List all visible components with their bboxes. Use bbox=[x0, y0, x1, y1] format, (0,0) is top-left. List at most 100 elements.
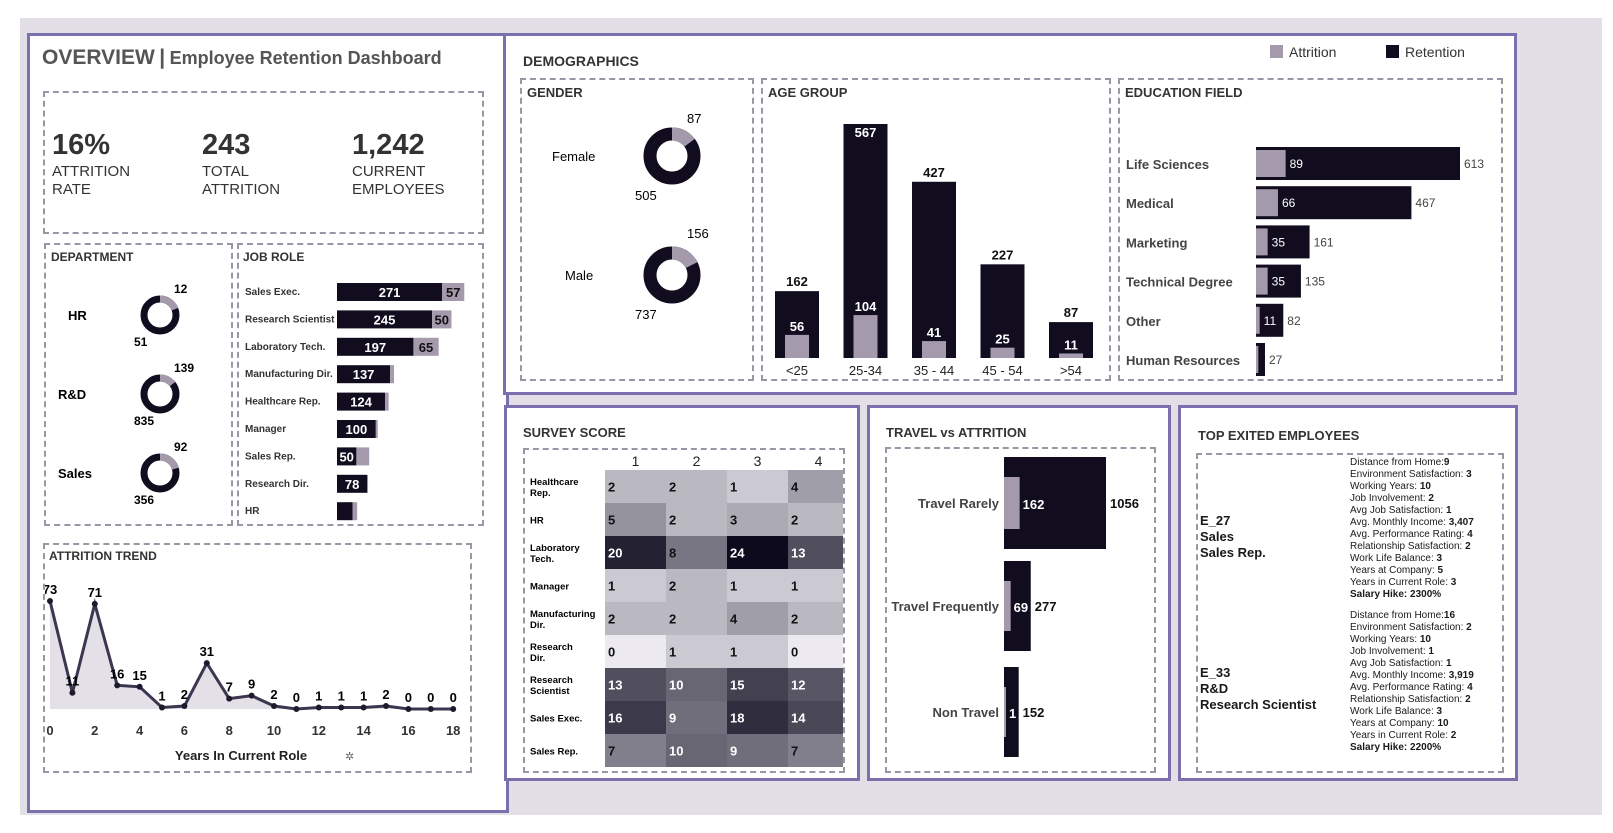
education-attrition-value: 89 bbox=[1290, 157, 1304, 171]
age-attrition-bar bbox=[1059, 353, 1083, 358]
employee-detail-row: Avg Job Satisfaction: 1 bbox=[1350, 505, 1520, 517]
education-retention-value: 613 bbox=[1464, 157, 1484, 171]
job-role-attrition-bar bbox=[390, 365, 395, 384]
survey-column-label: 1 bbox=[632, 453, 640, 469]
trend-point bbox=[293, 706, 300, 712]
attrition-rate-label: ATTRITION RATE bbox=[52, 163, 131, 198]
education-attrition-value: 66 bbox=[1282, 196, 1296, 210]
gender-title: GENDER bbox=[527, 85, 583, 100]
legend-attrition: Attrition bbox=[1270, 44, 1336, 60]
survey-cell-value: 2 bbox=[791, 612, 798, 627]
trend-x-tick: 0 bbox=[46, 723, 53, 738]
detail-value: 3 bbox=[1436, 706, 1443, 717]
survey-cell bbox=[605, 470, 666, 503]
age-category-label: >54 bbox=[1060, 363, 1082, 378]
survey-row-label: Manager bbox=[530, 582, 569, 593]
job-role-attrition-bar bbox=[413, 337, 439, 356]
survey-cell-value: 1 bbox=[730, 579, 737, 594]
survey-row-label: Sales Exec. bbox=[530, 714, 582, 725]
survey-column-label: 2 bbox=[693, 453, 701, 469]
job-role-retention-bar bbox=[337, 420, 376, 438]
trend-value-label: 2 bbox=[382, 687, 389, 702]
education-field-title: EDUCATION FIELD bbox=[1125, 85, 1243, 100]
job-role-retention-bar bbox=[337, 502, 353, 521]
survey-row-label: HR bbox=[530, 516, 544, 527]
pin-icon: ✲ bbox=[345, 751, 354, 763]
job-role-attrition-value: 50 bbox=[435, 312, 449, 327]
detail-value: 2 bbox=[1466, 622, 1472, 633]
age-retention-value: 427 bbox=[923, 165, 945, 180]
education-retention-value: 467 bbox=[1415, 196, 1435, 210]
trend-x-axis-title: Years In Current Role bbox=[175, 748, 307, 763]
job-role-label: Manager bbox=[245, 424, 286, 435]
detail-value: 10 bbox=[1437, 718, 1449, 729]
trend-point bbox=[271, 703, 277, 710]
age-retention-bar bbox=[980, 264, 1025, 358]
survey-cell bbox=[788, 503, 843, 536]
job-role-label: Sales Rep. bbox=[245, 451, 296, 462]
gender-chart: Female 87 505 Male 156 737 bbox=[552, 111, 709, 322]
current-employees-value: 1,242 bbox=[352, 129, 425, 161]
travel-title: TRAVEL vs ATTRITION bbox=[886, 425, 1027, 440]
gender-attrition-label: 87 bbox=[687, 111, 701, 126]
survey-cell-value: 2 bbox=[669, 480, 676, 495]
travel-retention-bar bbox=[1004, 667, 1019, 757]
detail-label: Years in Current Role: bbox=[1350, 730, 1451, 741]
job-role-attrition-bar bbox=[367, 474, 369, 493]
trend-point bbox=[91, 600, 98, 607]
detail-label: Working Years: bbox=[1350, 481, 1420, 492]
employee-detail-row: Relationship Satisfaction: 2 bbox=[1350, 541, 1520, 553]
education-attrition-bar bbox=[1256, 267, 1268, 295]
trend-x-tick: 18 bbox=[446, 723, 460, 738]
trend-point bbox=[248, 692, 255, 699]
attrition-rate-value: 16% bbox=[52, 129, 111, 161]
survey-row-label: Manufacturing bbox=[530, 609, 596, 620]
detail-value: 4 bbox=[1467, 682, 1473, 693]
survey-cell-value: 3 bbox=[730, 513, 737, 528]
trend-point bbox=[136, 683, 143, 690]
age-group-chart: 162 56 <25 567 104 25-34 427 41 35 - 44 227 25 45 -… bbox=[775, 124, 1093, 378]
education-retention-value: 82 bbox=[1287, 314, 1301, 328]
detail-label: Relationship Satisfaction: bbox=[1350, 541, 1466, 552]
trend-value-label: 2 bbox=[270, 687, 277, 702]
department-retention-label: 51 bbox=[134, 335, 148, 349]
department-title: DEPARTMENT bbox=[51, 250, 134, 264]
survey-row-label: Sales Rep. bbox=[530, 747, 578, 758]
survey-row-label: Research bbox=[530, 675, 573, 686]
survey-cell bbox=[727, 536, 788, 569]
gender-attrition-label: 156 bbox=[687, 226, 709, 241]
employee-2-details: Distance from Home:16 Environment Satisfa… bbox=[1350, 610, 1520, 754]
trend-point bbox=[181, 703, 188, 710]
trend-value-label: 1 bbox=[315, 689, 322, 704]
detail-value: 9 bbox=[1443, 457, 1450, 468]
age-group-title: AGE GROUP bbox=[768, 85, 848, 100]
job-role-attrition-value: 57 bbox=[446, 285, 460, 300]
travel-attrition-bar bbox=[1004, 581, 1011, 631]
survey-cell bbox=[788, 701, 843, 734]
survey-cell bbox=[666, 536, 727, 569]
gender-box: GENDER Female 87 505 Male 156 737 bbox=[520, 78, 754, 381]
detail-label: Job Involvement: bbox=[1350, 493, 1429, 504]
detail-label: Years in Current Role: bbox=[1350, 577, 1451, 588]
legend-retention-label: Retention bbox=[1405, 44, 1465, 60]
job-role-chart: Sales Exec. 271 57 Research Scientist 245 50 L… bbox=[245, 283, 465, 521]
survey-cell-value: 1 bbox=[608, 579, 615, 594]
department-attrition-label: 139 bbox=[174, 361, 194, 375]
job-role-label: Research Scientist bbox=[245, 314, 335, 325]
trend-value-label: 2 bbox=[181, 687, 188, 702]
age-attrition-bar bbox=[922, 341, 946, 358]
detail-value: 1 bbox=[1428, 646, 1434, 657]
trend-point bbox=[69, 689, 76, 696]
education-retention-bar bbox=[1256, 147, 1460, 180]
education-attrition-bar bbox=[1256, 306, 1260, 334]
department-label: HR bbox=[68, 308, 87, 323]
survey-cell bbox=[727, 701, 788, 734]
department-attrition-label: 92 bbox=[174, 440, 188, 454]
total-attrition-label: TOTAL ATTRITION bbox=[202, 163, 281, 198]
survey-score-panel: SURVEY SCORE 1 2 3 4 Healthcare Rep. 2 2 1 4 HR 5 2 3… bbox=[504, 405, 860, 781]
department-attrition-label: 12 bbox=[174, 282, 188, 296]
survey-row-label: Scientist bbox=[530, 686, 570, 697]
education-attrition-bar bbox=[1256, 189, 1278, 217]
education-retention-bar bbox=[1256, 303, 1284, 337]
gender-retention-label: 737 bbox=[635, 307, 657, 322]
